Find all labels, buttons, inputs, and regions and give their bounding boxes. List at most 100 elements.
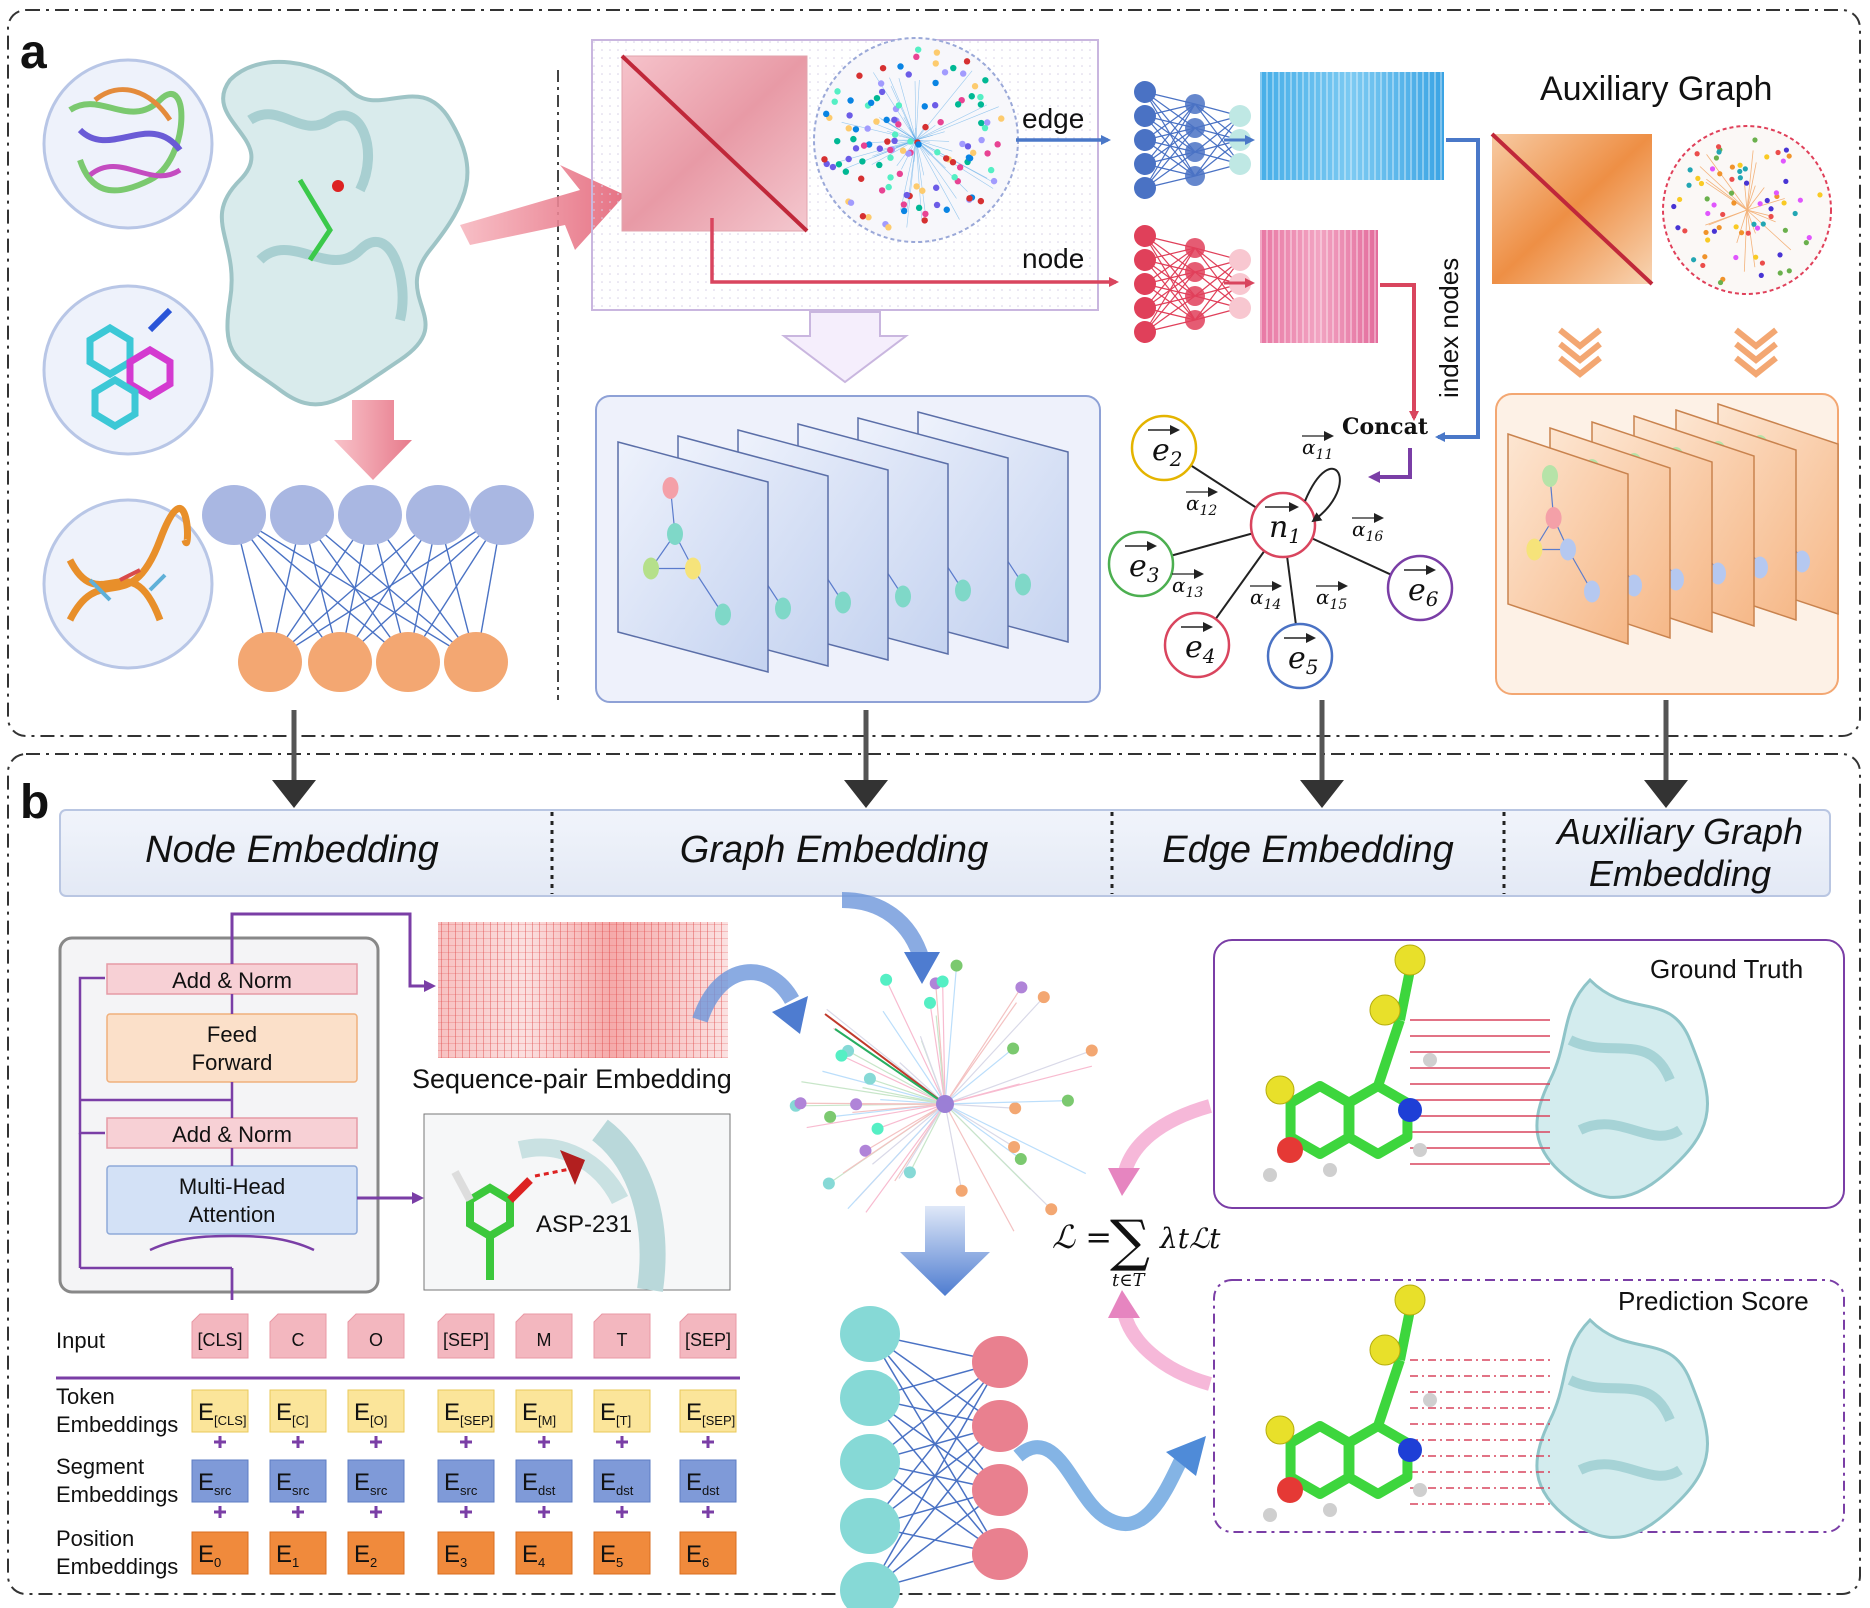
final-mlp-out-3 (972, 1528, 1028, 1580)
position-emb-box-2 (347, 1531, 405, 1575)
segment-emb-label-2: Embeddings (56, 1482, 178, 1507)
star-graph-node (1009, 1102, 1022, 1115)
blue-stack-sheet-0-node-2 (643, 557, 659, 580)
plus-sign (292, 1436, 304, 1448)
position-emb-box-4 (515, 1531, 573, 1575)
attn-weight-3: α14 (1250, 585, 1281, 613)
dense-graph-node (864, 125, 871, 132)
plus-sign (702, 1436, 714, 1448)
dense-graph-node (823, 110, 830, 118)
pr-mol-sulfur-3 (1265, 1415, 1295, 1445)
star-graph-node (824, 1110, 837, 1123)
blue-stack-sheet-0-node-4 (715, 603, 731, 626)
edge-mlp-in-0 (1134, 81, 1156, 103)
node-emb-node-a-2 (338, 485, 402, 545)
star-graph-node (1015, 981, 1028, 994)
dense-graph-node (987, 166, 995, 174)
dense-graph-node (846, 112, 853, 119)
dense-graph-node (852, 126, 860, 133)
star-graph-node (1085, 1044, 1098, 1057)
plus-sign (538, 1436, 550, 1448)
token-emb-label-1: Token (56, 1384, 115, 1409)
dense-graph-node (829, 163, 837, 171)
dense-graph-node (932, 60, 939, 67)
dense-graph-node (878, 187, 886, 194)
star-graph-node (1007, 1042, 1020, 1055)
node-mlp-in-1 (1134, 249, 1156, 271)
dense-graph-node (964, 143, 972, 150)
edge-mlp-hid-1 (1185, 118, 1205, 138)
heatmap-to-graph-arrow (692, 964, 800, 1023)
dense-graph-node (905, 150, 912, 157)
sparse-graph-node (1728, 190, 1735, 196)
final-mlp-in-0 (840, 1306, 900, 1362)
star-graph-node (923, 996, 936, 1009)
star-graph-node (794, 1097, 807, 1110)
graph-stack-panel (595, 395, 1101, 703)
star-graph-node (1037, 991, 1050, 1004)
node-mlp-out-0 (1229, 249, 1251, 271)
orange-stack-sheet-4-node-4 (1752, 556, 1768, 579)
edge-mlp-hid-2 (1185, 142, 1205, 162)
node-mlp-in-0 (1134, 225, 1156, 247)
sparse-graph-node (1731, 200, 1737, 206)
panel-a-frame (7, 9, 1861, 737)
sparse-graph-node (1764, 197, 1770, 204)
sparse-graph-node (1757, 201, 1763, 207)
node-strip-concat-arrow (1380, 283, 1419, 421)
plus-sign (616, 1506, 628, 1518)
segment-emb-box-2 (347, 1459, 405, 1503)
sparse-graph-node (1694, 151, 1700, 157)
edge-mlp-hid-3 (1185, 166, 1205, 186)
orange-stack-sheet-0-node-4 (1584, 580, 1600, 603)
dense-graph-node (879, 64, 887, 72)
gt-mol-protein (1535, 977, 1709, 1199)
node-emb-node-a-1 (270, 485, 334, 545)
gt-mol-sulfur-1 (1394, 944, 1426, 976)
loss-sub: t∈T (1112, 1270, 1147, 1291)
attn-neighbor-label-0: e2 (1152, 433, 1183, 471)
attn-neighbor-label-2: e4 (1185, 630, 1216, 668)
final-mlp-in-2 (840, 1434, 900, 1490)
node-emb-node-b-2 (376, 632, 440, 692)
orange-chevrons-left (1558, 327, 1602, 378)
residue-closeup-image (423, 1113, 731, 1292)
node-label: node (1022, 243, 1084, 274)
sparse-graph-node (1733, 224, 1739, 230)
attn-weight-5: α16 (1352, 517, 1383, 545)
segment-emb-box-5 (593, 1459, 651, 1503)
orange-stack-sheet-0-node-1 (1545, 507, 1562, 529)
prediction-score-panel (1213, 1279, 1845, 1539)
dense-graph-node (821, 156, 828, 163)
sparse-graph-node (1777, 270, 1783, 276)
final-mlp-out-2 (972, 1464, 1028, 1516)
dense-graph-node (978, 136, 985, 144)
plus-sign (214, 1436, 226, 1448)
auxiliary-graph-stack-panel (1495, 393, 1839, 695)
dense-graph-node (856, 72, 863, 79)
sparse-graph-node (1729, 164, 1735, 170)
dense-graph-node (915, 141, 922, 148)
auxiliary-embedding-header-line1: Auxiliary Graph (1555, 811, 1803, 852)
sparse-graph-node (1698, 180, 1705, 187)
star-to-mlp-arrow (900, 1206, 990, 1296)
ligand-image-circle (42, 284, 214, 456)
token-emb-box-6 (679, 1389, 737, 1433)
dense-graph-node (994, 141, 1001, 148)
dense-graph-node (895, 121, 902, 128)
edge-label: edge (1022, 103, 1084, 134)
edge-mlp-in-3 (1134, 153, 1156, 175)
sparse-graph-node (1717, 171, 1723, 177)
input-token-box-5 (593, 1313, 651, 1359)
protein-image-circle (42, 58, 214, 230)
dense-graph-node (883, 116, 890, 124)
dense-graph-node (941, 69, 949, 76)
panel-b-frame (7, 753, 1861, 1595)
segment-emb-box-1 (269, 1459, 327, 1503)
dense-graph-node (950, 64, 957, 72)
edge-mlp (1134, 81, 1251, 199)
loss-lhs: ℒ = (1052, 1218, 1112, 1256)
dense-graph-node (885, 224, 892, 231)
sparse-graph-node (1783, 147, 1790, 153)
dna-image-circle (42, 498, 214, 670)
